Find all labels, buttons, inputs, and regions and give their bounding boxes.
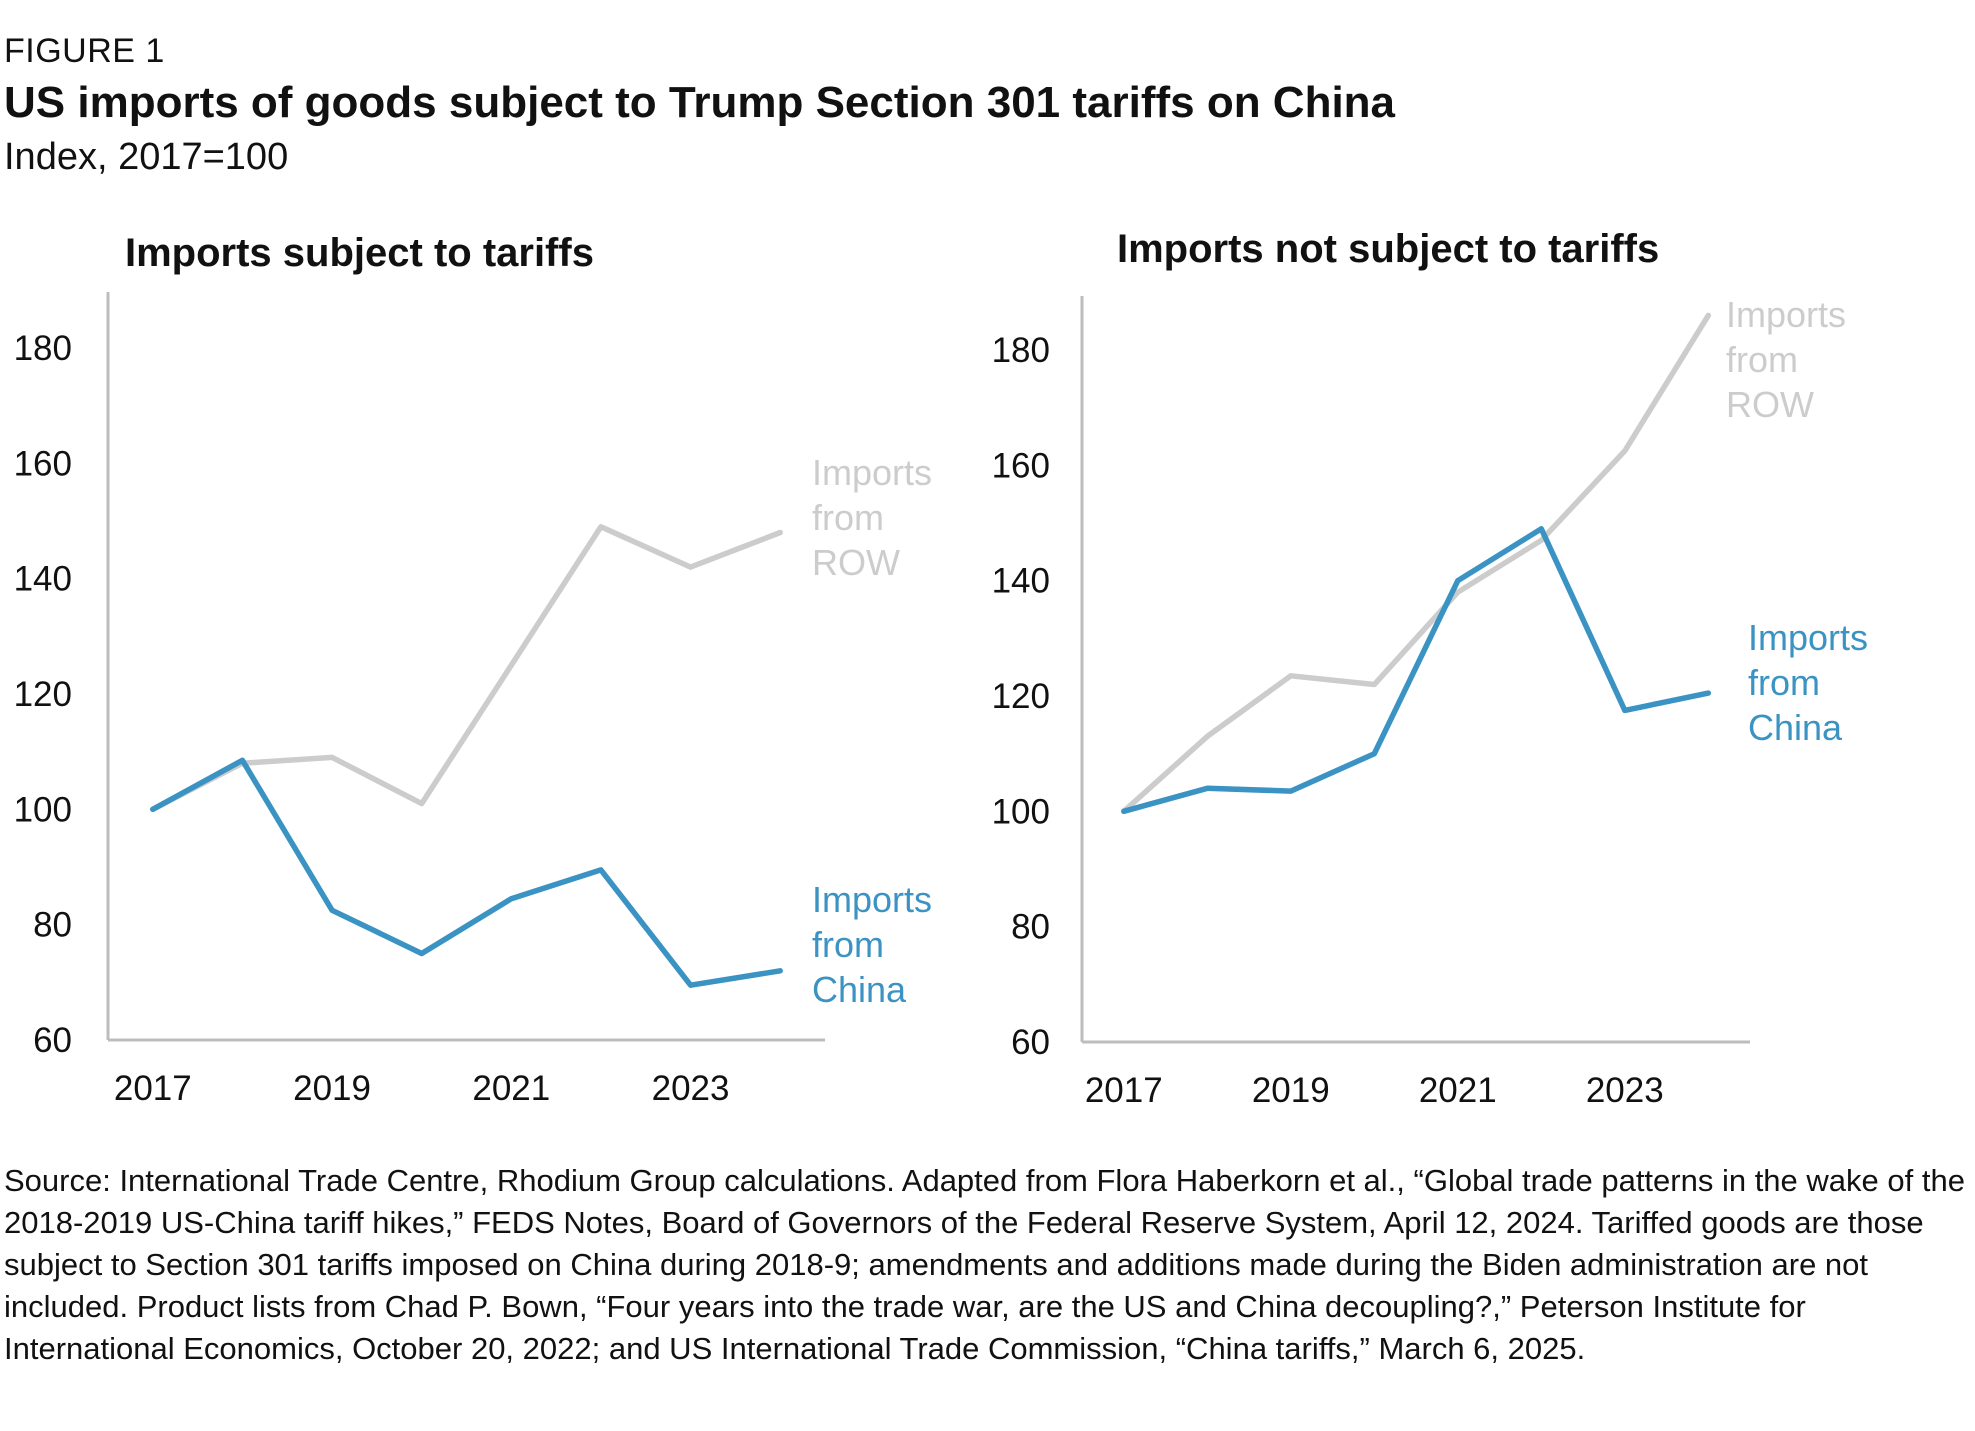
panel-title: Imports subject to tariffs: [125, 231, 594, 275]
y-tick-label: 100: [14, 790, 72, 829]
y-tick-label: 140: [992, 562, 1050, 601]
y-tick-label: 60: [1011, 1023, 1050, 1062]
x-tick-label: 2023: [1586, 1071, 1664, 1110]
y-tick-label: 80: [33, 906, 72, 945]
y-tick-label: 100: [992, 792, 1050, 831]
y-tick-label: 120: [14, 675, 72, 714]
series-line-china: [1121, 526, 1712, 815]
series-label-row: Imports from ROW: [1726, 294, 1846, 425]
figure-subtitle: Index, 2017=100: [4, 136, 289, 178]
series-label-row: Imports from ROW: [812, 452, 932, 583]
y-tick-label: 180: [992, 331, 1050, 370]
series-line-row: [150, 524, 783, 813]
series-label-china: Imports from China: [812, 879, 932, 1010]
y-tick-label: 60: [33, 1021, 72, 1060]
chart-panel-1: Imports subject to tariffs 60 80 100 120 140 1…: [14, 231, 932, 1108]
x-tick-label: 2019: [293, 1069, 371, 1108]
panel-title: Imports not subject to tariffs: [1117, 227, 1659, 271]
y-tick-label: 80: [1011, 908, 1050, 947]
x-tick-label: 2017: [114, 1069, 192, 1108]
y-tick-label: 160: [992, 446, 1050, 485]
y-tick-label: 180: [14, 329, 72, 368]
x-tick-label: 2021: [1419, 1071, 1497, 1110]
series-label-china: Imports from China: [1748, 617, 1868, 748]
charts-area: Imports subject to tariffs 60 80 100 120 140 1…: [14, 227, 1868, 1110]
y-tick-label: 160: [14, 444, 72, 483]
figure-label: FIGURE 1: [4, 32, 165, 70]
chart-panel-2: Imports not subject to tariffs 60 80 100 120…: [992, 227, 1868, 1110]
y-tick-label: 140: [14, 560, 72, 599]
x-tick-label: 2019: [1252, 1071, 1330, 1110]
figure-title: US imports of goods subject to Trump Sec…: [4, 78, 1396, 127]
x-tick-label: 2023: [652, 1069, 730, 1108]
x-tick-label: 2017: [1085, 1071, 1163, 1110]
source-note: Source: International Trade Centre, Rhod…: [4, 1163, 1965, 1366]
series-line-china: [150, 757, 783, 988]
series-line-row: [1121, 312, 1712, 815]
x-tick-label: 2021: [472, 1069, 550, 1108]
y-tick-label: 120: [992, 677, 1050, 716]
